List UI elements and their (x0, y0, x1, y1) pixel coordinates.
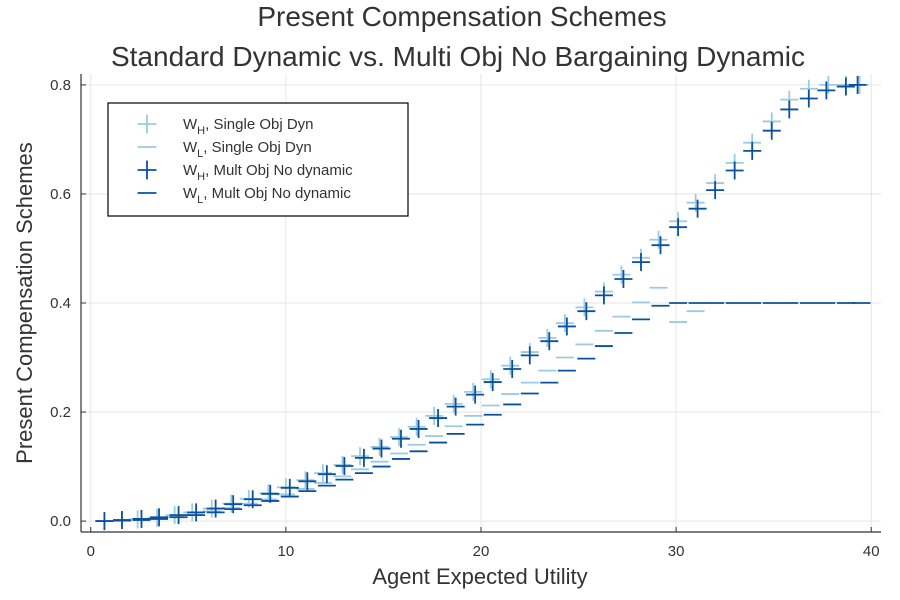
axis-ticks: 0 10 20 30 40 0.0 0.2 0.4 0.6 0.8 (50, 77, 879, 560)
legend-label: WH, Single Obj Dyn (183, 116, 314, 137)
data-point (594, 286, 613, 305)
data-point (335, 457, 354, 476)
data-point (780, 100, 799, 119)
data-point (651, 236, 670, 255)
x-tick-label: 40 (863, 543, 880, 560)
data-point (464, 382, 483, 401)
data-point (481, 370, 500, 389)
data-point (706, 181, 725, 200)
data-point (95, 512, 114, 531)
data-point (483, 373, 502, 392)
data-point (632, 253, 650, 272)
data-point (669, 218, 688, 237)
data-point (557, 317, 576, 336)
data-point (298, 472, 317, 491)
data-point (836, 77, 855, 96)
y-tick-label: 0.6 (50, 186, 71, 203)
data-point (577, 302, 596, 321)
data-point (743, 141, 762, 160)
data-point (206, 499, 225, 518)
data-point (313, 464, 332, 483)
data-point (351, 447, 370, 466)
y-tick-label: 0.4 (50, 295, 71, 312)
data-point (354, 448, 373, 467)
legend-label: WL, Single Obj Dyn (183, 139, 312, 160)
data-point (243, 490, 262, 509)
data-point (429, 409, 448, 428)
chart-subtitle: Standard Dynamic vs. Multi Obj No Bargai… (111, 41, 805, 72)
data-point (425, 406, 444, 425)
x-tick-label: 30 (668, 543, 685, 560)
data-point (520, 346, 539, 365)
legend-label: WH, Mult Obj No dynamic (183, 162, 353, 183)
data-point (390, 428, 409, 447)
data-point (848, 75, 867, 94)
data-point (538, 328, 557, 347)
data-point (444, 394, 463, 413)
legend-label: WL, Mult Obj No dynamic (183, 185, 351, 206)
data-point (688, 199, 707, 218)
data-point (296, 471, 315, 490)
data-point (503, 359, 522, 378)
data-point (317, 465, 336, 484)
x-axis-label: Agent Expected Utility (372, 564, 587, 589)
legend-marker (137, 160, 157, 180)
data-point (112, 511, 131, 530)
data-point (409, 419, 428, 438)
series-3 (95, 302, 871, 522)
data-point (725, 161, 744, 180)
data-point (169, 506, 188, 525)
data-point (575, 298, 594, 317)
data-point (224, 495, 243, 514)
chart-title: Present Compensation Schemes (257, 1, 666, 32)
data-point (261, 484, 280, 503)
series-group (95, 75, 871, 531)
data-point (612, 265, 631, 284)
series-1 (95, 286, 705, 522)
data-point (187, 503, 206, 522)
data-point (614, 270, 633, 289)
data-point (372, 439, 391, 458)
x-tick-label: 20 (473, 543, 490, 560)
data-point (466, 385, 485, 404)
data-point (446, 397, 465, 416)
data-point (392, 429, 410, 448)
data-point (555, 314, 574, 333)
y-tick-label: 0.0 (50, 513, 71, 530)
data-point (407, 417, 426, 436)
data-point (762, 121, 781, 140)
data-point (817, 81, 836, 100)
series-2 (95, 75, 867, 531)
data-point (540, 332, 559, 351)
x-tick-label: 10 (278, 543, 295, 560)
y-tick-label: 0.8 (50, 77, 71, 94)
data-point (501, 356, 520, 375)
data-point (333, 455, 352, 474)
y-axis-label: Present Compensation Schemes (12, 142, 37, 464)
legend-marker (137, 114, 157, 134)
data-point (280, 478, 299, 497)
data-point (150, 508, 169, 527)
y-tick-label: 0.2 (50, 404, 71, 421)
x-tick-label: 0 (87, 543, 95, 560)
data-point (370, 437, 389, 456)
data-point (132, 509, 151, 528)
data-point (799, 89, 818, 108)
legend-box (107, 102, 409, 217)
